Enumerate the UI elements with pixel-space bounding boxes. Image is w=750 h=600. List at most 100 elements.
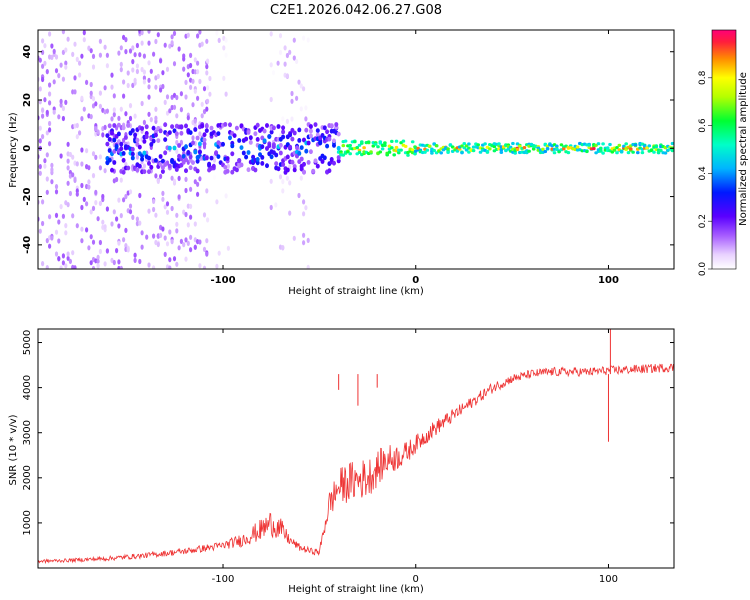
spectrogram-cell (94, 126, 98, 132)
spectrogram-cell (48, 214, 52, 220)
spectrogram-cell (205, 188, 209, 194)
spectrogram-cell (175, 139, 179, 146)
spectrogram-cell (66, 165, 70, 171)
spectrogram-cell (101, 219, 105, 225)
spectrogram-cell (224, 52, 228, 58)
spectrogram-cell (214, 150, 219, 156)
spectrogram-cell (290, 136, 295, 142)
spectrogram-cell (156, 241, 160, 248)
colorbar: 0.0 0.2 0.4 0.6 0.8 Normalized spectral ampl… (698, 29, 749, 276)
spectrogram-cell (147, 30, 151, 34)
spectrogram-cell (91, 64, 96, 70)
spectrogram-cell (226, 163, 230, 169)
spectrogram-cell (163, 99, 167, 105)
spectrogram-ytick-label: 20 (22, 93, 33, 107)
spectrogram-cell (543, 142, 548, 146)
spectrogram-cell (206, 85, 210, 91)
spectrogram-cell (202, 246, 207, 252)
spectrogram-cell (297, 127, 302, 133)
spectrogram-cell (172, 145, 177, 151)
spectrogram-cell (267, 143, 272, 149)
spectrogram-cell (297, 151, 302, 156)
spectrogram-cell (292, 167, 297, 173)
spectrogram-cell (196, 69, 200, 75)
spectrogram-cell (239, 162, 244, 168)
spectrogram-cell (267, 134, 272, 140)
spectrogram-cell (163, 122, 168, 128)
spectrogram-cell (332, 143, 336, 148)
spectrogram-cell (85, 148, 89, 154)
spectrogram-cell (57, 114, 61, 120)
spectrogram-cell (89, 209, 93, 215)
spectrogram-cell (299, 145, 304, 151)
spectrogram-cell (52, 79, 56, 85)
spectrogram-cell (133, 132, 138, 138)
spectrogram-cell (615, 151, 619, 155)
spectrogram-cell (45, 265, 49, 269)
spectrogram-cell (371, 144, 376, 148)
spectrogram-cell (278, 150, 283, 156)
spectrogram-cell (179, 124, 184, 130)
spectrogram-cell (306, 237, 310, 243)
spectrogram-cell (432, 148, 437, 153)
spectrogram-cell (161, 70, 165, 76)
spectrogram-cell (260, 155, 265, 160)
spectrogram-cell (41, 199, 45, 205)
spectrogram-cell (172, 61, 177, 67)
spectrogram-cell (158, 128, 163, 134)
colorbar-gradient (712, 30, 736, 269)
spectrogram-cell (390, 139, 394, 143)
spectrogram-cell (383, 141, 387, 145)
snr-xtick-label: 0 (413, 574, 419, 585)
spectrogram-cell (189, 203, 193, 209)
spectrogram-cell (57, 219, 61, 225)
spectrogram-cell (140, 66, 144, 73)
spectrogram-cell (48, 100, 52, 106)
spectrogram-cell (38, 170, 42, 176)
spectrogram-cell (193, 149, 198, 155)
spectrogram-cell (189, 52, 193, 59)
spectrogram-cell (383, 143, 387, 147)
spectrogram-cell (182, 242, 186, 248)
spectrogram-cell (348, 152, 353, 156)
snr-xtick-label: 100 (599, 574, 618, 585)
spectrogram-cell (165, 241, 170, 247)
spectrogram-cell (64, 263, 68, 269)
spectrogram-cell (66, 158, 70, 164)
spectrogram-cell (205, 70, 209, 76)
spectrogram-cell (45, 152, 49, 158)
spectrogram-cell (292, 130, 297, 136)
spectrogram-cell (128, 48, 133, 54)
spectrogram-cell (98, 248, 102, 255)
spectrogram-cell (133, 77, 137, 83)
spectrogram-cell (195, 158, 200, 164)
spectrogram-cell (189, 234, 193, 240)
spectrogram-cell (269, 154, 274, 160)
spectrogram-cell (278, 142, 283, 148)
spectrogram-cell (202, 132, 207, 138)
spectrogram-cell (640, 151, 645, 155)
spectrogram-cell (198, 30, 202, 35)
spectrogram-cell (306, 37, 310, 43)
spectrogram-cell (165, 110, 170, 116)
spectrogram-cell (138, 192, 142, 199)
spectrogram-cell (269, 62, 273, 68)
spectrogram-cell (87, 179, 91, 185)
spectrogram-cell (177, 46, 181, 52)
spectrogram-cell (133, 52, 137, 58)
spectrogram-cell (103, 168, 107, 174)
spectrogram-cell (61, 213, 65, 219)
spectrogram-cell (313, 158, 318, 164)
spectrogram-cell (193, 244, 197, 250)
snr-ytick-label: 2000 (22, 465, 33, 490)
spectrogram-cell (202, 265, 207, 269)
spectrogram-cell (45, 189, 49, 195)
spectrogram-cell (161, 226, 165, 232)
spectrogram-cell (241, 150, 246, 156)
spectrogram-cell (172, 104, 177, 110)
spectrogram-cell (212, 157, 217, 163)
spectrogram-cell (119, 67, 123, 73)
spectrogram-cell (202, 212, 207, 218)
spectrogram-cell (54, 54, 59, 60)
spectrogram-cell (204, 155, 209, 161)
